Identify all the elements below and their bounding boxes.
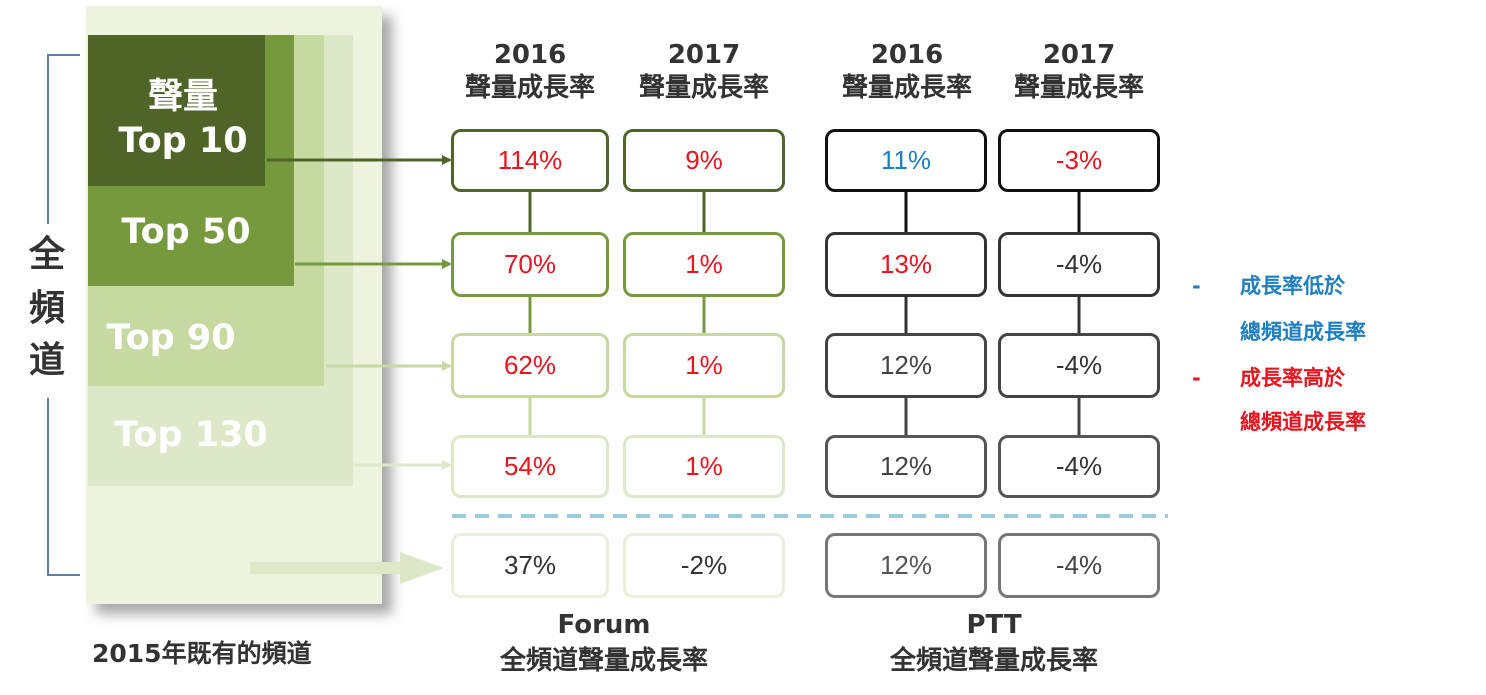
tier-top10-block bbox=[88, 35, 265, 186]
col-header-ptt-2017-label: 聲量成長率 bbox=[1013, 73, 1144, 103]
col-header-ptt-2017-year: 2017 bbox=[1042, 40, 1116, 70]
col-header-forum-2017-year: 2017 bbox=[667, 40, 741, 70]
bottom-caption: 2015年既有的頻道 bbox=[92, 639, 312, 668]
col-header-forum-2017-label: 聲量成長率 bbox=[638, 73, 769, 103]
footer-forum-line2: 全頻道聲量成長率 bbox=[499, 646, 708, 676]
side-bracket-bottom bbox=[47, 398, 80, 576]
legend-low-line2: 總頻道成長率 bbox=[1240, 320, 1366, 344]
legend-high-line2: 總頻道成長率 bbox=[1240, 410, 1366, 434]
value-box-ptt-2016-top130: 12% bbox=[825, 435, 987, 498]
value-box-forum-2016-overall: 37% bbox=[451, 533, 609, 598]
tier-top50-label: Top 50 bbox=[121, 212, 251, 252]
value-box-forum-2017-top90: 1% bbox=[623, 333, 785, 398]
footer-ptt-line2: 全頻道聲量成長率 bbox=[889, 646, 1098, 676]
value-box-ptt-2017-top10: -3% bbox=[998, 129, 1160, 192]
value-box-forum-2017-top130: 1% bbox=[623, 435, 785, 498]
tier-top130-label: Top 130 bbox=[114, 415, 268, 455]
value-box-forum-2016-top90: 62% bbox=[451, 333, 609, 398]
value-box-forum-2016-top10: 114% bbox=[451, 129, 609, 192]
side-label-char-2: 頻 bbox=[28, 288, 65, 329]
value-box-ptt-2016-top90: 12% bbox=[825, 333, 987, 398]
value-box-ptt-2016-overall: 12% bbox=[825, 533, 987, 598]
col-header-forum-2016-year: 2016 bbox=[493, 40, 567, 70]
legend-high-dash: - bbox=[1192, 366, 1201, 390]
arrow-overall bbox=[250, 552, 444, 584]
tier-top10-label-line2: Top 10 bbox=[118, 121, 248, 161]
value-box-ptt-2016-top50: 13% bbox=[825, 232, 987, 297]
legend-low-line1: 成長率低於 bbox=[1240, 274, 1345, 298]
value-box-ptt-2017-top130: -4% bbox=[998, 435, 1160, 498]
tier-top90-label: Top 90 bbox=[106, 318, 236, 358]
value-box-ptt-2017-top50: -4% bbox=[998, 232, 1160, 297]
side-bracket-top bbox=[47, 54, 80, 224]
legend-high-line1: 成長率高於 bbox=[1240, 366, 1345, 390]
value-box-forum-2016-top50: 70% bbox=[451, 232, 609, 297]
value-box-forum-2017-top10: 9% bbox=[623, 129, 785, 192]
value-box-ptt-2017-top90: -4% bbox=[998, 333, 1160, 398]
footer-forum-line1: Forum bbox=[557, 610, 651, 640]
value-box-forum-2016-top130: 54% bbox=[451, 435, 609, 498]
value-box-ptt-2017-overall: -4% bbox=[998, 533, 1160, 598]
side-label-char-1: 全 bbox=[28, 234, 65, 275]
col-header-ptt-2016-year: 2016 bbox=[870, 40, 944, 70]
value-box-forum-2017-top50: 1% bbox=[623, 232, 785, 297]
col-header-forum-2016-label: 聲量成長率 bbox=[464, 73, 595, 103]
tier-top10-label-line1: 聲量 bbox=[147, 77, 218, 117]
side-label-char-3: 道 bbox=[28, 340, 65, 381]
legend-low-dash: - bbox=[1192, 274, 1201, 298]
value-box-forum-2017-overall: -2% bbox=[623, 533, 785, 598]
value-box-ptt-2016-top10: 11% bbox=[825, 129, 987, 192]
col-header-ptt-2016-label: 聲量成長率 bbox=[841, 73, 972, 103]
footer-ptt-line1: PTT bbox=[966, 610, 1022, 640]
